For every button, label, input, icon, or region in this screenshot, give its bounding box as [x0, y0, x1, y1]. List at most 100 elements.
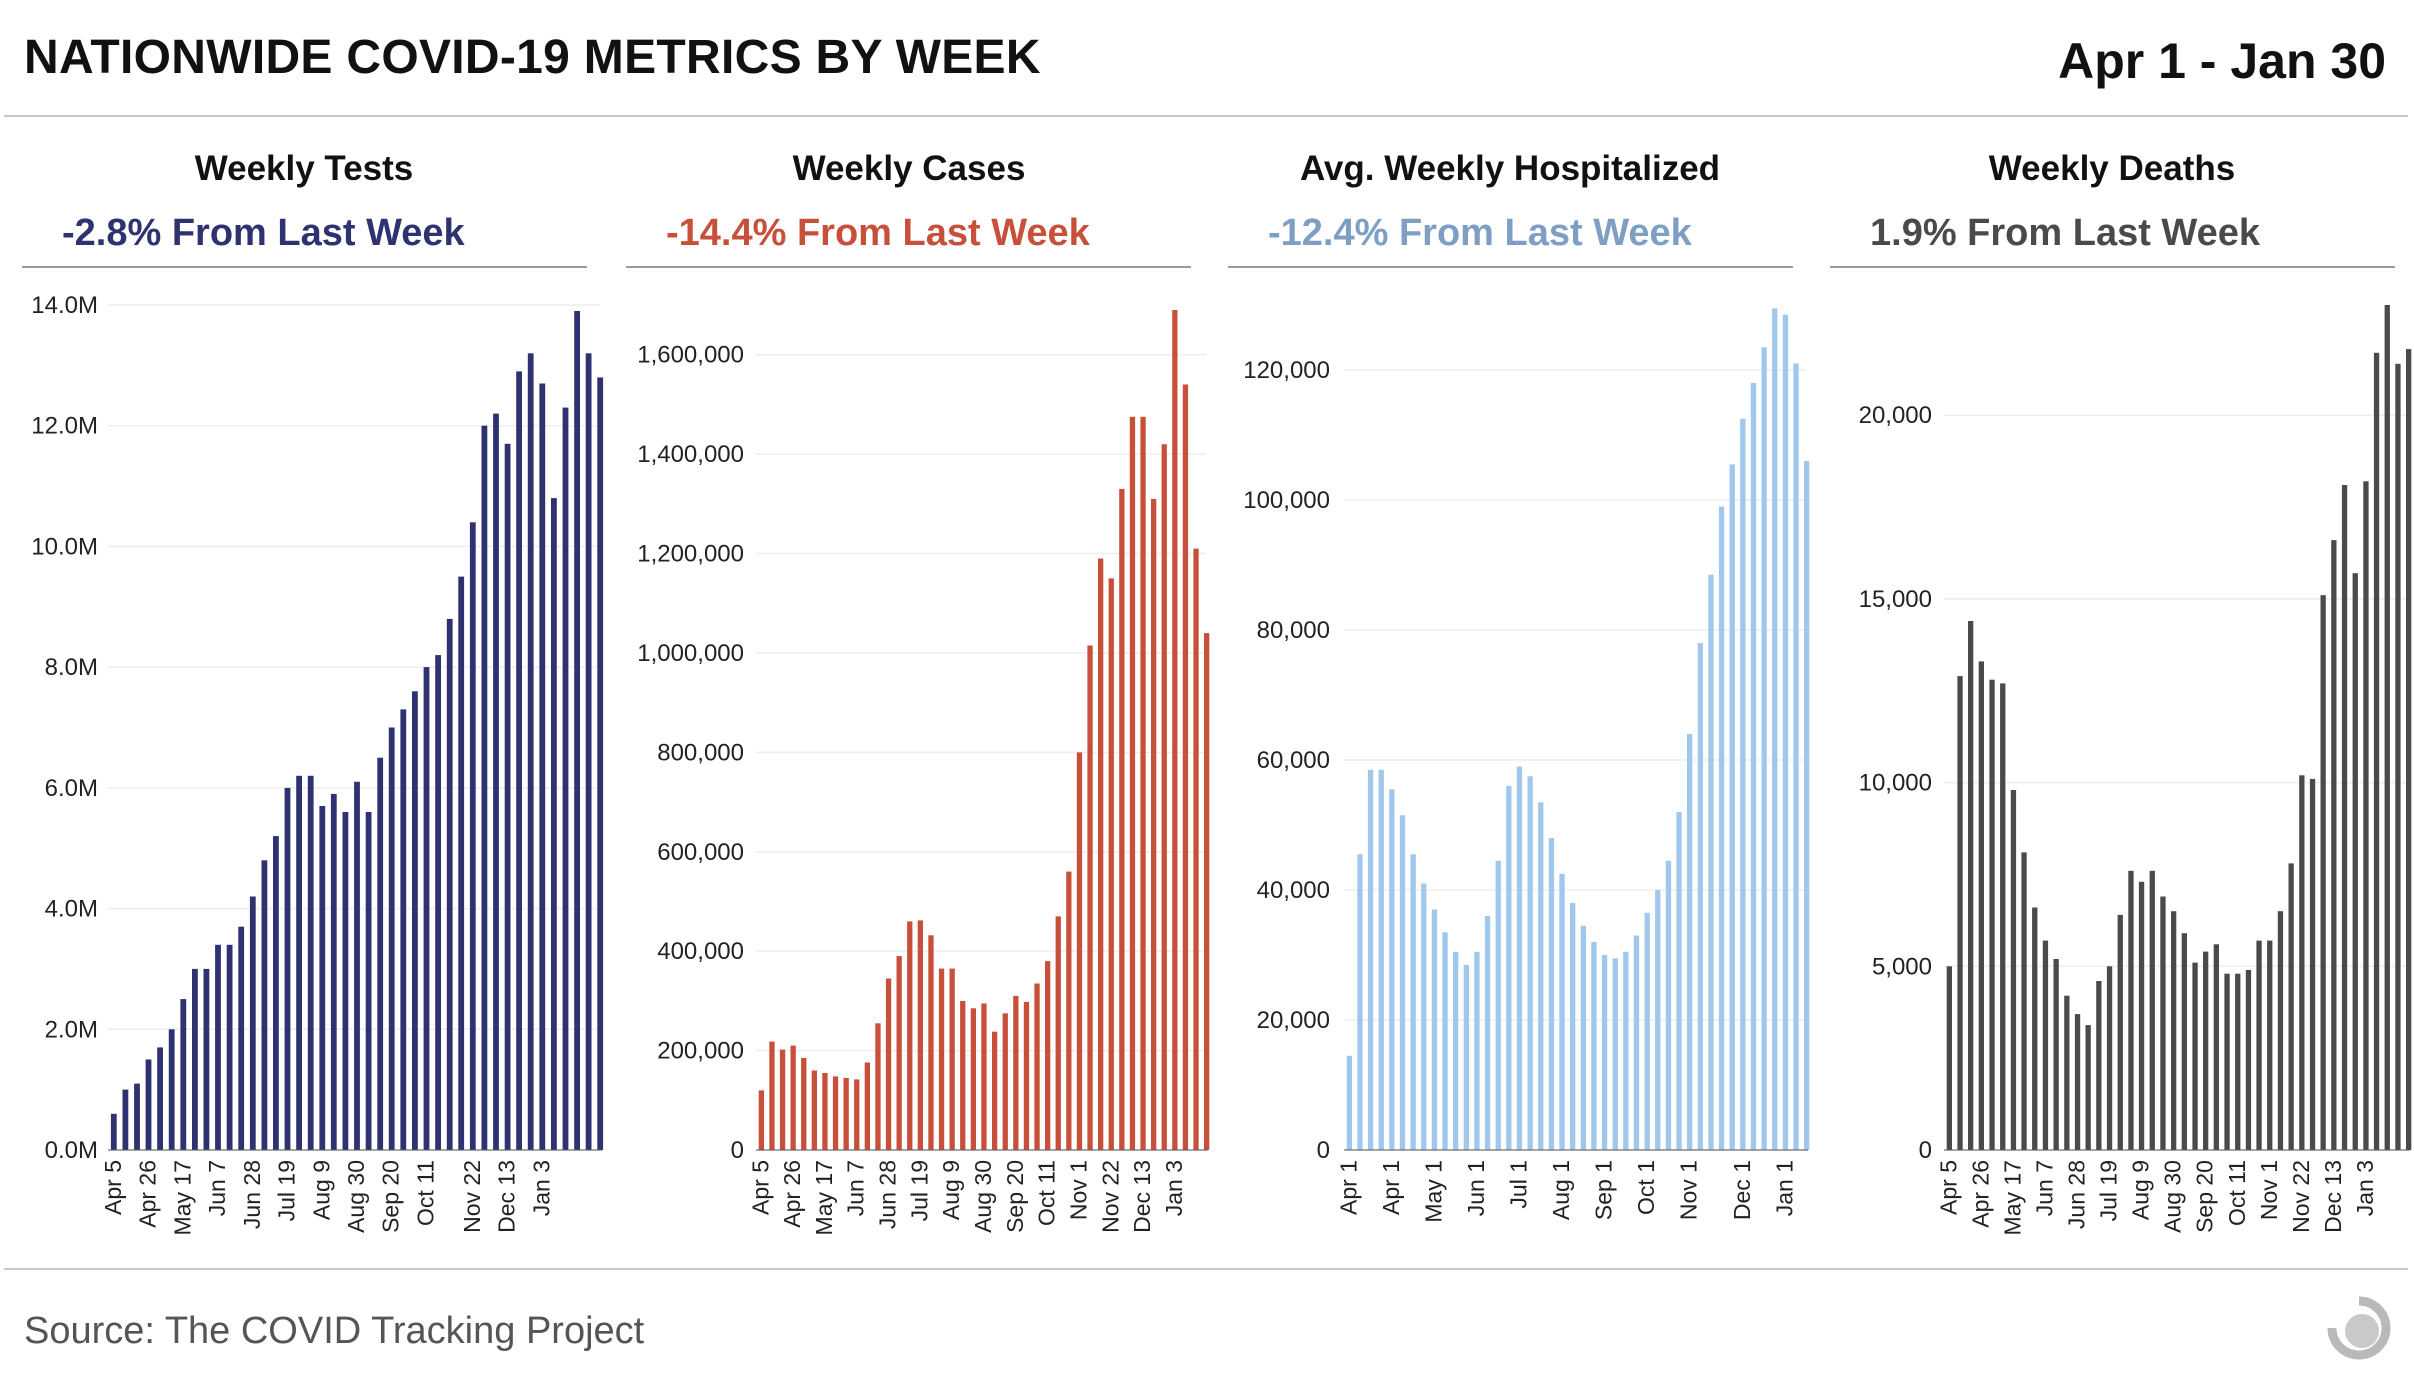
x-tick-label: Apr 1 [1335, 1160, 1361, 1215]
chart-panel-2: Weekly Cases -14.4% From Last Week 0 200,00… [626, 149, 1210, 1235]
bar [435, 655, 441, 1150]
bar [885, 978, 892, 1150]
bar [1804, 461, 1810, 1150]
y-tick-label: 60,000 [1257, 747, 1330, 774]
y-tick-label: 10.0M [31, 533, 98, 560]
x-tick-label: Apr 5 [747, 1160, 773, 1215]
bar [1098, 558, 1104, 1150]
bar [1708, 574, 1714, 1151]
bar [388, 727, 395, 1150]
y-tick-label: 1,400,000 [637, 441, 744, 468]
bar [1023, 1001, 1030, 1150]
bar [1591, 942, 1597, 1150]
bar [458, 576, 465, 1150]
x-tick-label: Aug 30 [2160, 1160, 2186, 1233]
bar [1570, 903, 1576, 1150]
bar [2373, 352, 2380, 1150]
date-range-label: Apr 1 - Jan 30 [2058, 33, 2386, 89]
chart-subtitle: 1.9% From Last Week [1870, 212, 2261, 254]
x-tick-label: Aug 9 [2128, 1160, 2154, 1220]
bar [1453, 951, 1459, 1151]
footer-divider [4, 1268, 2408, 1270]
bar [469, 522, 476, 1150]
bar [1399, 815, 1406, 1151]
bar [157, 1047, 163, 1150]
bar [412, 691, 418, 1150]
header-divider [4, 115, 2408, 117]
x-tick-label: Aug 9 [938, 1160, 964, 1220]
y-tick-label: 4.0M [45, 896, 98, 923]
bar [1129, 416, 1136, 1150]
bar [1633, 935, 1640, 1150]
bar [1066, 871, 1072, 1150]
bar [1718, 506, 1725, 1150]
bar [2277, 911, 2284, 1150]
bar [769, 1041, 775, 1150]
x-tick-label: Aug 1 [1548, 1160, 1574, 1220]
x-tick-label: May 17 [169, 1160, 195, 1235]
bar [1989, 679, 1995, 1150]
bar [192, 968, 198, 1150]
bar [1655, 890, 1661, 1150]
y-tick-label: 1,000,000 [637, 640, 744, 667]
bar [249, 896, 256, 1150]
bar [1463, 964, 1469, 1151]
x-tick-label: Apr 26 [135, 1160, 161, 1228]
chart-panel-4: Weekly Deaths 1.9% From Last Week 0 5,000 10… [1830, 149, 2412, 1235]
bar [1601, 955, 1608, 1150]
x-tick-label: Nov 22 [459, 1160, 485, 1233]
bar [1559, 873, 1565, 1151]
bar [2085, 1025, 2091, 1150]
chart-title: Avg. Weekly Hospitalized [1300, 149, 1720, 188]
bar [2331, 540, 2337, 1150]
x-tick-label: Oct 11 [1034, 1160, 1060, 1226]
bar [226, 944, 233, 1150]
x-tick-label: Jun 7 [2032, 1160, 2058, 1216]
x-tick-label: Oct 1 [1633, 1160, 1659, 1215]
bar [801, 1058, 807, 1150]
bar [1516, 766, 1523, 1150]
bar [493, 413, 499, 1151]
x-tick-label: Jul 19 [274, 1160, 300, 1221]
chart-panel-1: Weekly Tests -2.8% From Last Week 0.0M 2.0M… [22, 149, 604, 1235]
bar [1151, 498, 1157, 1150]
bar [180, 999, 187, 1150]
x-tick-label: Jul 1 [1506, 1160, 1532, 1209]
x-tick-label: Nov 1 [1065, 1160, 1091, 1220]
bar [917, 920, 923, 1150]
source-credit: Source: The COVID Tracking Project [24, 1310, 645, 1352]
bar [843, 1077, 849, 1150]
bar [1378, 769, 1384, 1151]
bar [1108, 578, 1114, 1150]
bar [2053, 959, 2059, 1150]
bar [1421, 883, 1427, 1150]
bar [307, 775, 314, 1150]
chart-title: Weekly Cases [793, 149, 1026, 188]
bar [1697, 643, 1703, 1150]
bar [2352, 573, 2358, 1150]
x-tick-label: Nov 1 [1676, 1160, 1702, 1220]
bar [1538, 802, 1544, 1151]
x-tick-label: Jan 3 [2352, 1160, 2378, 1216]
bar [273, 836, 279, 1150]
bar [1357, 854, 1363, 1151]
bar [2192, 962, 2198, 1150]
bar [296, 775, 302, 1150]
bar [504, 443, 511, 1150]
bar [1495, 860, 1501, 1151]
bar [1002, 1013, 1008, 1150]
bar [203, 968, 210, 1150]
x-tick-label: Jun 1 [1463, 1160, 1489, 1216]
y-tick-label: 0 [731, 1137, 744, 1164]
bar [1013, 995, 1019, 1150]
bar [1527, 776, 1533, 1151]
bar [400, 709, 407, 1150]
x-tick-label: Aug 30 [343, 1160, 369, 1233]
x-tick-label: May 1 [1420, 1160, 1446, 1223]
bar [1580, 925, 1586, 1151]
bar [1644, 912, 1650, 1151]
bar [1161, 444, 1167, 1150]
bar [822, 1073, 828, 1150]
bar [960, 1000, 966, 1150]
bar [811, 1070, 817, 1150]
